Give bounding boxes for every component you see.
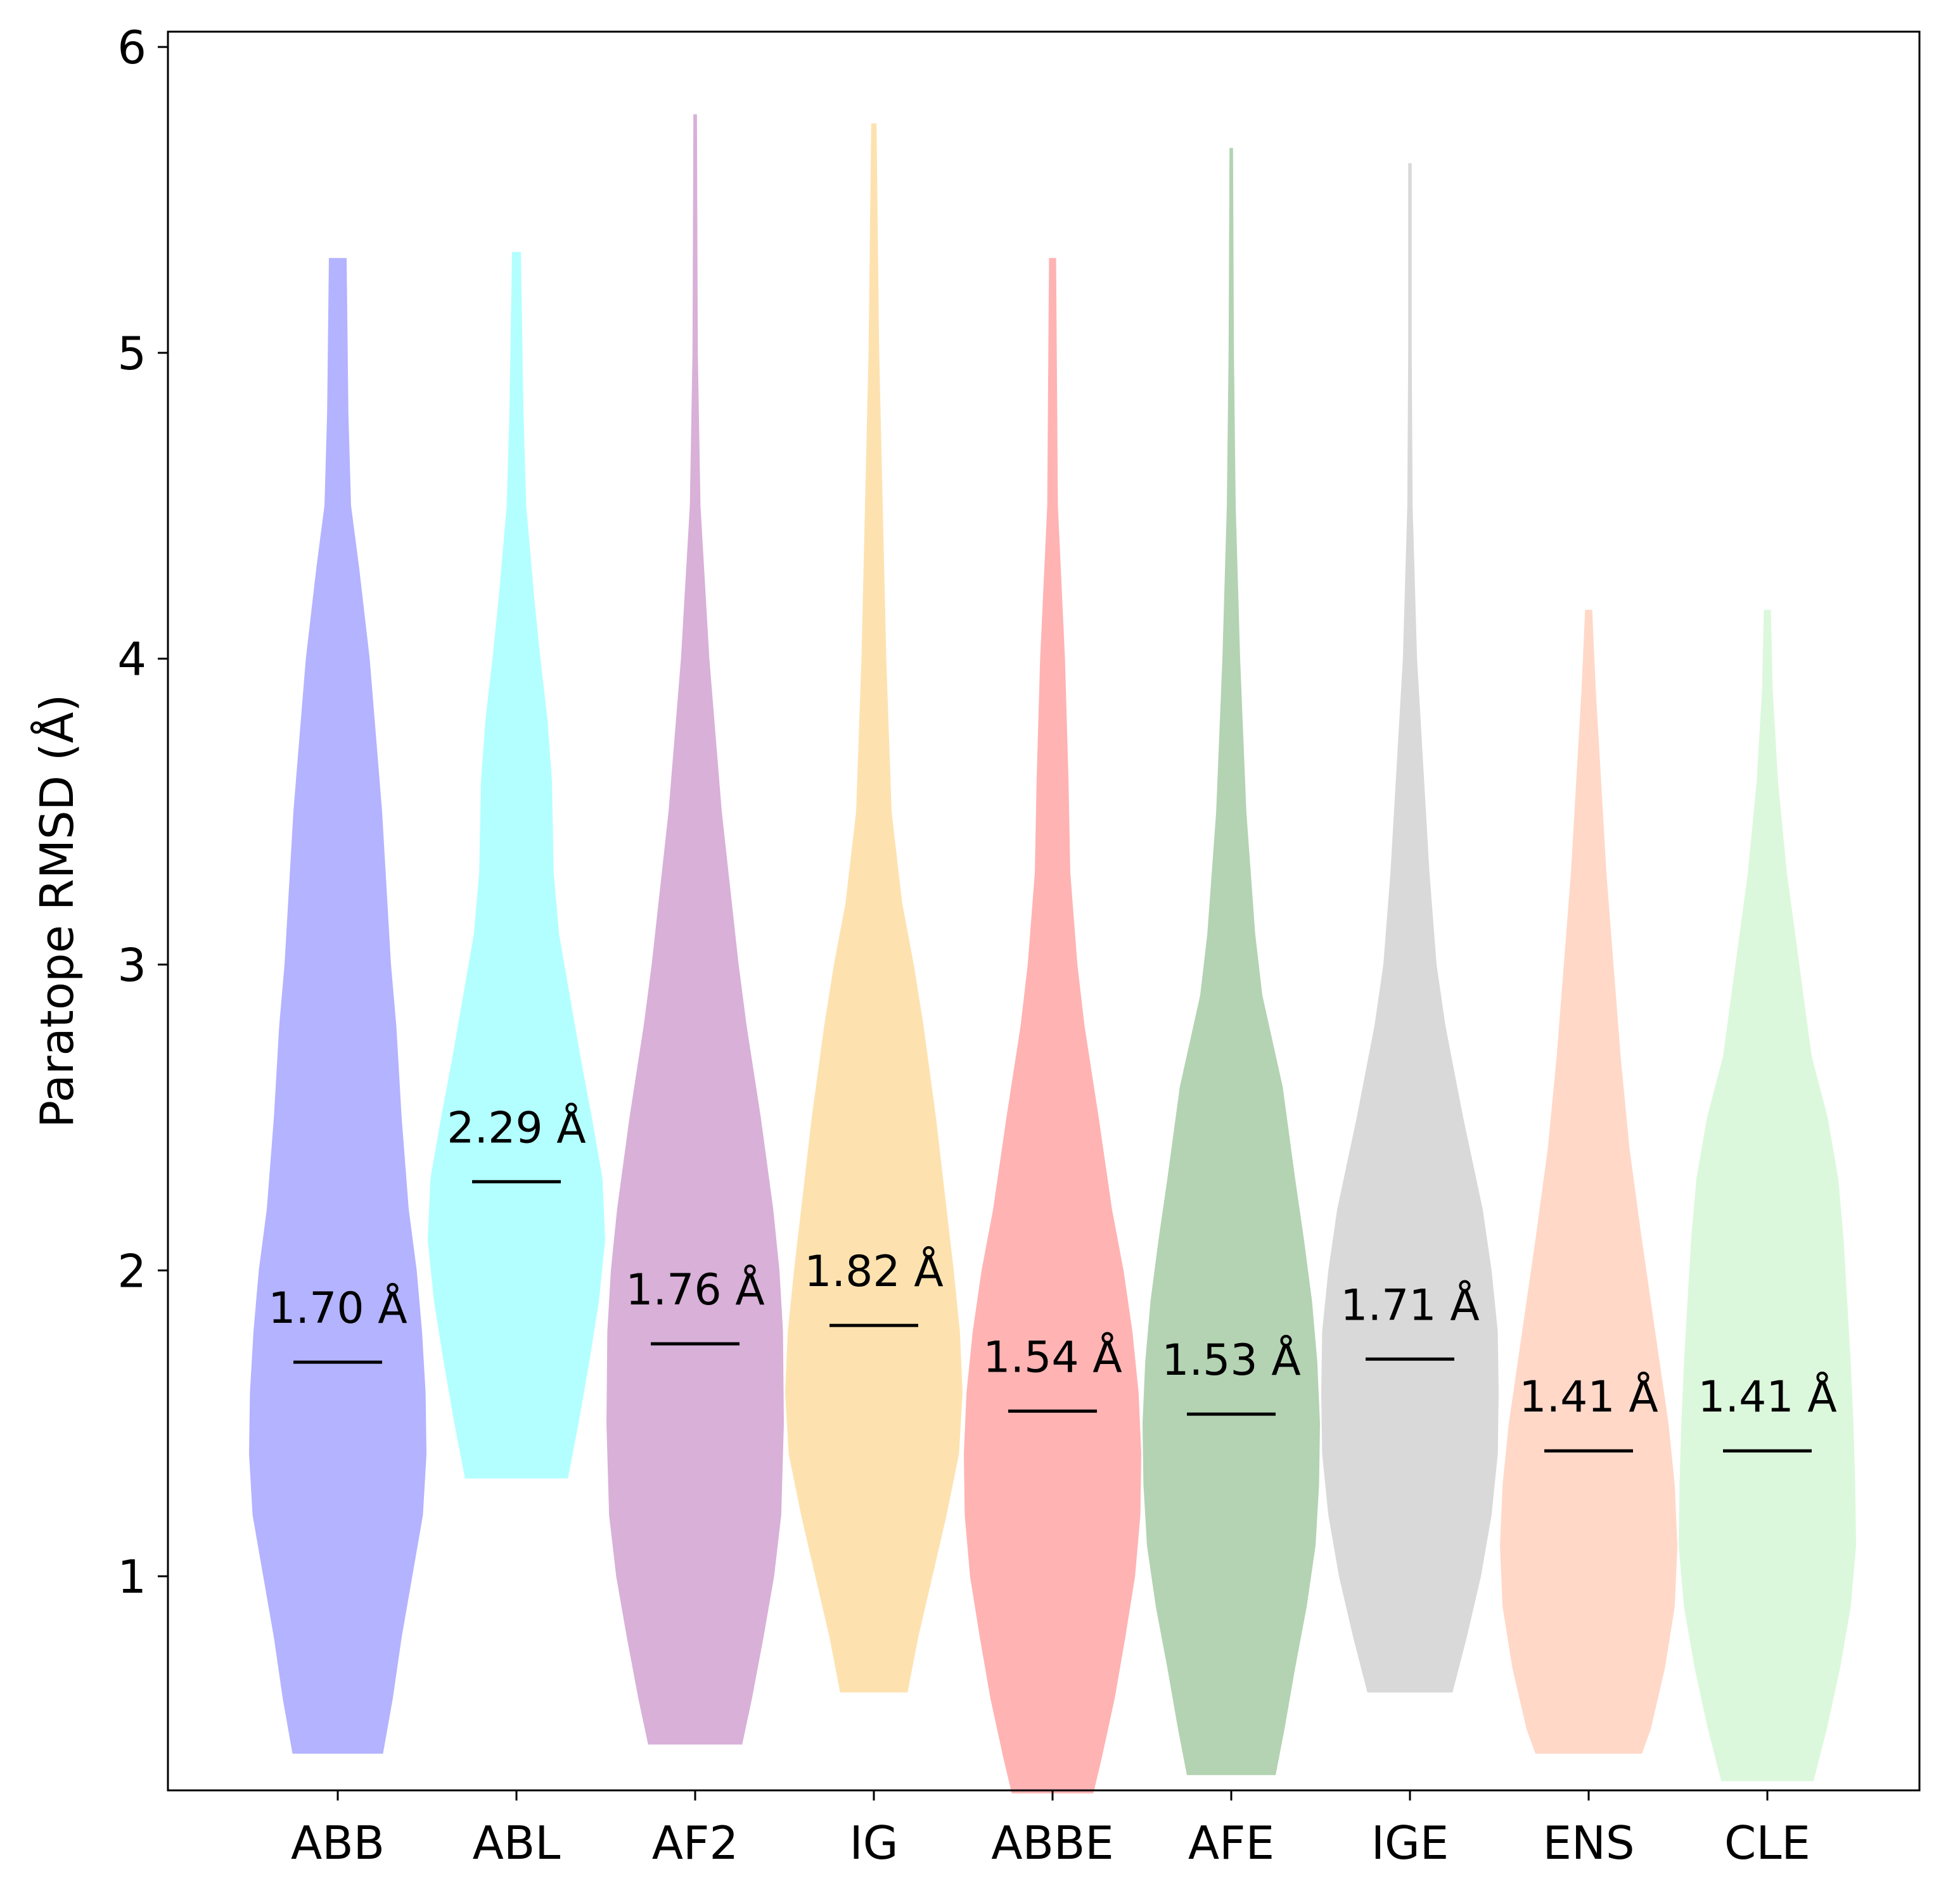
violin-cle bbox=[1679, 609, 1856, 1781]
violin-group bbox=[249, 114, 1856, 1794]
x-tick-label: CLE bbox=[1724, 1816, 1810, 1870]
median-label-ige: 1.71 Å bbox=[1340, 1279, 1480, 1330]
median-label-abbe: 1.54 Å bbox=[983, 1331, 1122, 1382]
y-tick-label: 1 bbox=[117, 1550, 146, 1603]
median-label-ig: 1.82 Å bbox=[804, 1246, 944, 1297]
x-tick-label: AFE bbox=[1188, 1816, 1274, 1870]
median-label-abl: 2.29 Å bbox=[447, 1102, 586, 1153]
violin-ens bbox=[1500, 609, 1677, 1754]
y-tick-label: 5 bbox=[117, 327, 146, 380]
plot-frame bbox=[167, 30, 1921, 1792]
x-tick-label: ABL bbox=[473, 1816, 561, 1870]
violin-abl bbox=[428, 252, 605, 1479]
y-tick-label: 4 bbox=[117, 633, 146, 686]
x-tick-label: ABBE bbox=[991, 1816, 1114, 1870]
y-tick-label: 2 bbox=[117, 1244, 146, 1297]
median-group: 1.70 Å 2.29 Å 1.76 Å 1.82 Å 1.54 Å 1.53 Å 1.71… bbox=[268, 1102, 1837, 1453]
violin-abb bbox=[249, 258, 426, 1754]
median-label-afe: 1.53 Å bbox=[1162, 1334, 1301, 1386]
violin-ig bbox=[785, 123, 963, 1693]
x-tick-label: ENS bbox=[1542, 1816, 1634, 1870]
violin-af2 bbox=[606, 114, 784, 1745]
x-tick-label: IGE bbox=[1371, 1816, 1449, 1870]
median-label-af2: 1.76 Å bbox=[625, 1264, 765, 1315]
x-tick-label: AF2 bbox=[652, 1816, 738, 1870]
x-tick-label: ABB bbox=[291, 1816, 385, 1870]
y-axis-label: Paratope RMSD (Å) bbox=[30, 694, 84, 1128]
y-tick-label: 6 bbox=[117, 21, 146, 74]
x-tick-label: IG bbox=[849, 1816, 898, 1870]
median-label-cle: 1.41 Å bbox=[1698, 1371, 1837, 1422]
violin-ige bbox=[1321, 163, 1499, 1693]
median-label-abb: 1.70 Å bbox=[268, 1282, 407, 1334]
violin-afe bbox=[1143, 148, 1320, 1775]
y-tick-label: 3 bbox=[117, 938, 146, 991]
median-label-ens: 1.41 Å bbox=[1519, 1371, 1658, 1422]
y-axis: 1 2 3 4 5 6 bbox=[117, 21, 168, 1603]
x-axis: ABB ABL AF2 IG ABBE AFE IGE ENS CLE bbox=[291, 1790, 1810, 1870]
